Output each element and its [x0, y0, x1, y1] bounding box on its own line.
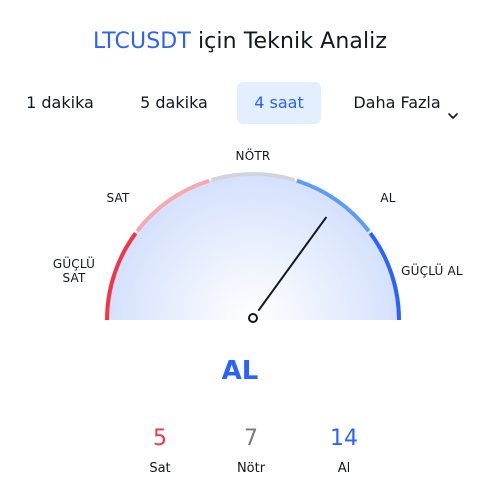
- symbol-link[interactable]: LTCUSDT: [92, 29, 191, 54]
- count-neutral-value: 7: [244, 426, 258, 451]
- tab-label: 5 dakika: [140, 93, 208, 112]
- label-strong-buy: GÜÇLÜ AL: [401, 264, 463, 278]
- gauge-svg: [105, 172, 401, 323]
- label-sell: SAT: [106, 191, 130, 205]
- label-strong-sell-line2: SAT: [62, 271, 86, 285]
- label-neutral: NÖTR: [235, 149, 271, 163]
- needle-pivot: [248, 313, 258, 323]
- label-buy: AL: [380, 191, 396, 205]
- gauge-segment-strong-buy: [368, 231, 401, 321]
- label-strong-sell-line1: GÜÇLÜ: [52, 257, 96, 271]
- count-sell-value: 5: [153, 426, 167, 451]
- interval-tabs: 1 dakika 5 dakika 4 saat Daha Fazla: [0, 82, 480, 124]
- count-sell-label: Sat: [149, 461, 171, 476]
- title-text: için Teknik Analiz: [190, 29, 388, 54]
- gauge-segment-buy: [296, 178, 371, 233]
- gauge-needle: [257, 216, 327, 311]
- chevron-down-icon: [447, 96, 459, 119]
- tab-4-hours[interactable]: 4 saat: [237, 82, 321, 124]
- gauge-segment-neutral: [210, 172, 296, 182]
- label-strong-sell: GÜÇLÜ SAT: [44, 257, 104, 285]
- widget-title: LTCUSDT için Teknik Analiz: [0, 29, 480, 54]
- more-intervals-dropdown[interactable]: Daha Fazla: [336, 82, 476, 124]
- count-buy-value: 14: [330, 426, 358, 451]
- overall-signal: AL: [221, 356, 259, 386]
- tab-label: Daha Fazla: [353, 93, 441, 112]
- gauge-segment-strong-sell: [105, 231, 138, 321]
- tab-label: 4 saat: [254, 93, 304, 112]
- gauge-background: [107, 174, 399, 320]
- count-neutral-label: Nötr: [236, 461, 266, 476]
- count-buy-label: Al: [337, 461, 351, 476]
- tab-1-minute[interactable]: 1 dakika: [8, 82, 112, 124]
- speedometer-gauge: GÜÇLÜ SAT SAT NÖTR AL GÜÇLÜ AL: [0, 140, 480, 340]
- tab-label: 1 dakika: [26, 93, 94, 112]
- gauge-segment-sell: [135, 178, 210, 233]
- tab-5-minutes[interactable]: 5 dakika: [122, 82, 226, 124]
